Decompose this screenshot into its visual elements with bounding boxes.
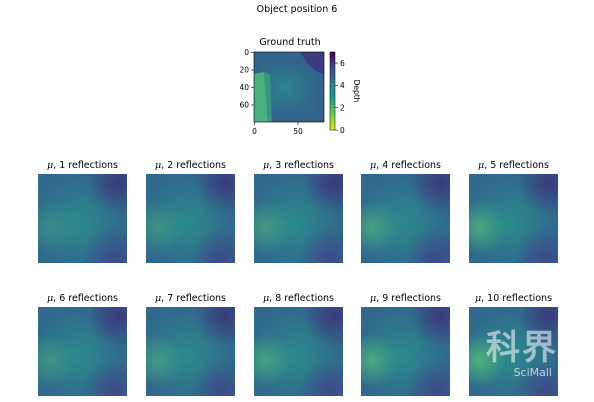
mu-symbol: μ [46, 160, 54, 171]
gt-ytick-20: 20 [239, 66, 249, 75]
reconstruction-heatmap [38, 307, 127, 396]
reconstruction-heatmap [146, 174, 235, 263]
panel-title: μ, 3 reflections [239, 160, 359, 171]
mu-symbol: μ [46, 293, 54, 304]
panel-label: , 7 reflections [161, 293, 227, 304]
gt-xtick-50: 50 [293, 127, 303, 136]
panel-title: μ, 7 reflections [131, 293, 251, 304]
reconstruction-heatmap [38, 174, 127, 263]
mu-symbol: μ [369, 293, 377, 304]
panel-label: , 8 reflections [269, 293, 335, 304]
figure-title: Object position 6 [256, 4, 338, 15]
reconstruction-heatmap [361, 174, 450, 263]
panel-label: , 4 reflections [376, 160, 442, 171]
panel-label: , 3 reflections [269, 160, 335, 171]
reconstruction-heatmap [254, 307, 343, 396]
mu-symbol: μ [154, 160, 162, 171]
ground-truth-plot: 0 20 40 60 0 50 0 2 4 6 Depth [239, 48, 361, 136]
cbar-tick-4: 4 [340, 81, 345, 90]
colorbar-label: Depth [352, 80, 361, 103]
panel-title: μ, 8 reflections [239, 293, 359, 304]
panel-label: , 6 reflections [53, 293, 119, 304]
panel-title: μ, 6 reflections [23, 293, 143, 304]
mu-symbol: μ [477, 160, 485, 171]
gt-ytick-60: 60 [239, 101, 249, 110]
reconstruction-heatmap [146, 307, 235, 396]
watermark-logo: 科界 [486, 328, 558, 368]
panel-title: μ, 5 reflections [454, 160, 574, 171]
reconstruction-heatmap [469, 174, 558, 263]
mu-symbol: μ [154, 293, 162, 304]
colorbar [329, 51, 336, 131]
panel-title: μ, 2 reflections [131, 160, 251, 171]
panel-label: , 5 reflections [484, 160, 550, 171]
reconstruction-heatmap [254, 174, 343, 263]
panel-label: , 9 reflections [376, 293, 442, 304]
watermark-text: SciMall [513, 366, 552, 379]
cbar-tick-2: 2 [340, 104, 345, 113]
panel-title: μ, 4 reflections [346, 160, 466, 171]
mu-symbol: μ [262, 160, 270, 171]
cbar-tick-6: 6 [340, 59, 345, 68]
mu-symbol: μ [262, 293, 270, 304]
cbar-tick-0: 0 [340, 126, 345, 135]
panel-title: μ, 10 reflections [454, 293, 574, 304]
mu-symbol: μ [474, 293, 482, 304]
panel-title: μ, 9 reflections [346, 293, 466, 304]
panel-title: μ, 1 reflections [23, 160, 143, 171]
panel-label: , 2 reflections [161, 160, 227, 171]
panel-label: , 1 reflections [53, 160, 119, 171]
reconstruction-heatmap [361, 307, 450, 396]
gt-xtick-0: 0 [252, 127, 257, 136]
mu-symbol: μ [369, 160, 377, 171]
reconstruction-heatmap [469, 307, 558, 396]
ground-truth-title: Ground truth [259, 37, 321, 48]
gt-ytick-0: 0 [244, 48, 249, 57]
gt-ytick-40: 40 [239, 83, 249, 92]
panel-label: , 10 reflections [481, 293, 553, 304]
